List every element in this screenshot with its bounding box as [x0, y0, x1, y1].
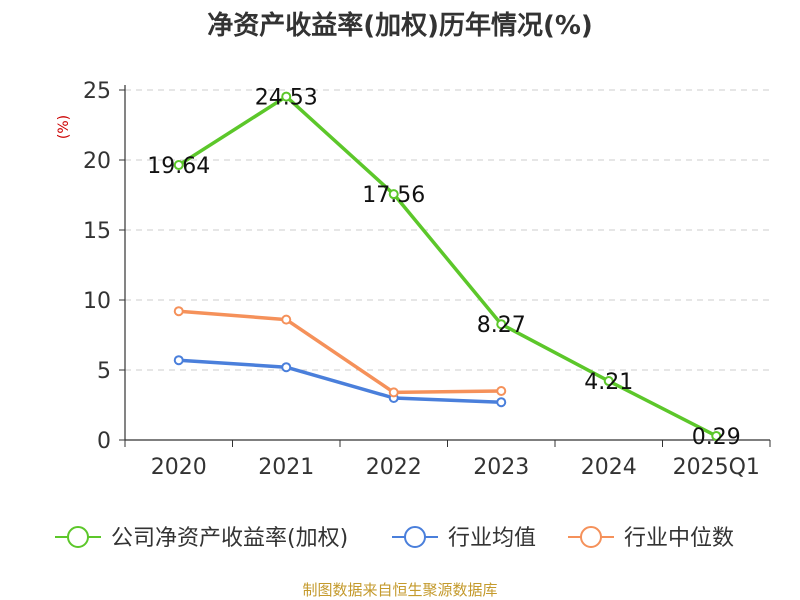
data-label: 4.21: [584, 370, 633, 395]
axes: 0 5 10 15 20 25 2020 2021 2022 2023 2024 2025Q1: [83, 79, 771, 480]
series-line-1: [178, 358, 502, 404]
data-point: [281, 91, 292, 102]
data-point: [388, 189, 399, 200]
y-axis-unit: (%): [56, 115, 72, 139]
data-label: 24.53: [255, 86, 318, 111]
data-point: [173, 306, 184, 317]
legend-marker: [580, 526, 602, 548]
data-point: [388, 387, 399, 398]
legend-item[interactable]: 行业均值: [392, 526, 536, 551]
y-tick-label: 20: [83, 149, 111, 174]
data-point: [281, 362, 292, 373]
legend-marker: [67, 526, 89, 548]
data-point: [496, 386, 507, 396]
data-labels: 19.64 24.53 17.56 8.27 4.21 0.29: [147, 86, 740, 450]
x-tick-label: 2021: [258, 455, 314, 480]
data-point: [173, 355, 184, 366]
chart-title: 净资产收益率(加权)历年情况(%): [207, 10, 593, 41]
data-label: 17.56: [362, 183, 425, 208]
y-tick-label: 10: [83, 289, 111, 314]
data-point: [603, 376, 614, 387]
data-point: [496, 397, 507, 408]
data-label: 19.64: [147, 154, 210, 179]
data-point: [281, 314, 292, 325]
data-point: [711, 430, 722, 441]
data-label: 0.29: [692, 425, 741, 450]
legend-label: 行业均值: [448, 526, 536, 551]
legend: 公司净资产收益率(加权) 行业均值 行业中位数: [55, 526, 734, 551]
series-line-2: [178, 309, 502, 395]
data-point: [173, 160, 184, 171]
legend-item[interactable]: 公司净资产收益率(加权): [55, 526, 348, 551]
series-layer: [173, 91, 722, 441]
series-line-0: [177, 94, 718, 438]
data-label: 8.27: [477, 313, 526, 338]
legend-label: 公司净资产收益率(加权): [111, 526, 348, 551]
source-note: 制图数据来自恒生聚源数据库: [302, 581, 497, 599]
x-tick-label: 2024: [581, 455, 637, 480]
x-tick-label: 2020: [151, 455, 207, 480]
legend-marker: [404, 526, 426, 548]
y-tick-label: 25: [83, 79, 111, 104]
y-tick-label: 0: [97, 429, 111, 454]
legend-label: 行业中位数: [624, 526, 734, 551]
y-tick-label: 15: [83, 219, 111, 244]
y-tick-label: 5: [97, 359, 111, 384]
x-tick-label: 2025Q1: [673, 455, 760, 480]
data-point: [496, 319, 507, 330]
legend-item[interactable]: 行业中位数: [568, 526, 734, 551]
grid: [125, 89, 770, 371]
x-tick-label: 2022: [366, 455, 422, 480]
x-tick-label: 2023: [473, 455, 529, 480]
